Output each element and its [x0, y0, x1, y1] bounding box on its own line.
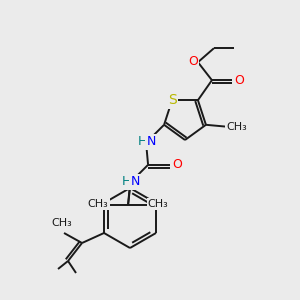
Text: S: S — [168, 93, 176, 107]
Text: N: N — [130, 175, 140, 188]
Text: CH₃: CH₃ — [88, 199, 109, 209]
Text: N: N — [146, 135, 156, 148]
Text: CH₃: CH₃ — [226, 122, 247, 132]
Text: H: H — [122, 175, 131, 188]
Text: O: O — [172, 158, 182, 171]
Text: CH₃: CH₃ — [52, 218, 72, 228]
Text: CH₃: CH₃ — [148, 199, 169, 209]
Text: H: H — [137, 135, 147, 148]
Text: O: O — [188, 55, 198, 68]
Text: O: O — [234, 74, 244, 87]
